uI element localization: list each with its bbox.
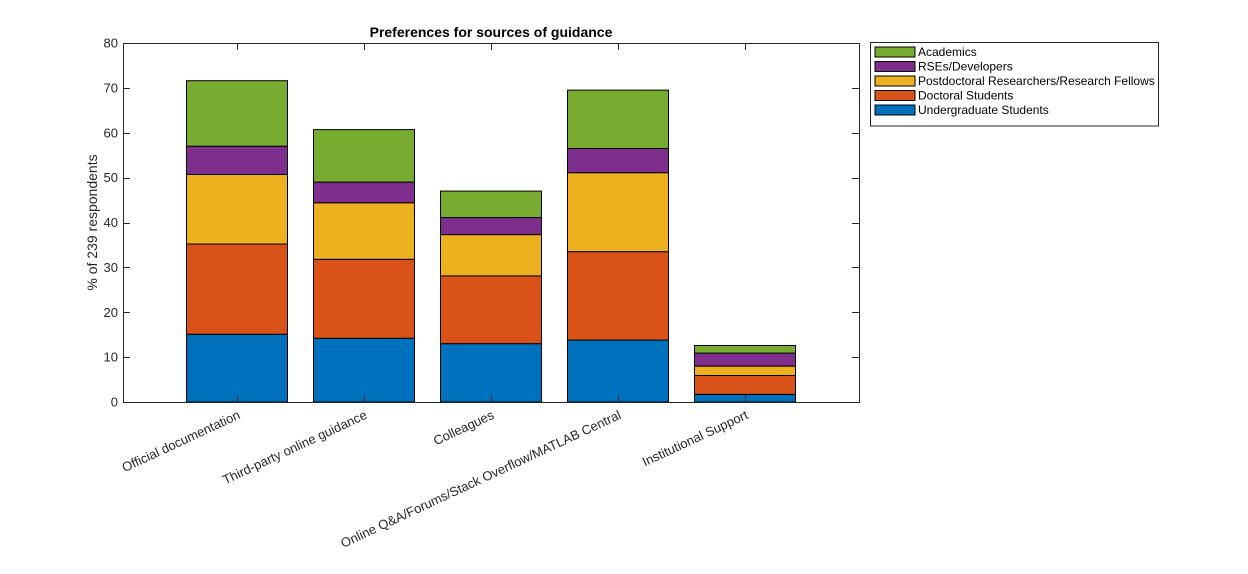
bar-segment: [694, 375, 796, 395]
bar-segment: [186, 243, 288, 335]
bar-segment: [567, 172, 669, 253]
y-tick-label: 80: [104, 36, 118, 51]
bar-segment: [567, 251, 669, 341]
y-tick-label: 0: [111, 395, 118, 410]
legend-label: Postdoctoral Researchers/Research Fellow…: [918, 74, 1155, 88]
y-tick-label: 70: [104, 80, 118, 95]
bar-segment: [186, 145, 288, 175]
legend-swatch: [874, 90, 916, 101]
y-tick-labels: 0 10 20 30 40 50 60 70 80: [104, 36, 118, 410]
legend-label: Doctoral Students: [918, 89, 1013, 103]
bars-layer: [186, 80, 796, 403]
bar-segment: [440, 234, 542, 277]
bar-segment: [313, 337, 415, 403]
bar-segment: [313, 258, 415, 339]
y-tick-label: 60: [104, 125, 118, 140]
legend-label: Academics: [918, 45, 977, 59]
ticks-layer: [123, 43, 859, 403]
legend-label: RSEs/Developers: [918, 60, 1013, 74]
legend-swatch: [874, 46, 916, 58]
bar-segment: [186, 80, 288, 147]
bar-segment: [186, 173, 288, 245]
bar-segment: [313, 202, 415, 260]
bar-segment: [694, 344, 796, 354]
legend-box: [870, 42, 1159, 127]
bar-segment: [694, 352, 796, 367]
bar-segment: [567, 89, 669, 149]
y-axis-label: % of 239 respondents: [84, 154, 100, 290]
bar-segment: [440, 343, 542, 403]
y-tick-label: 20: [104, 305, 118, 320]
chart-title: Preferences for sources of guidance: [370, 24, 613, 40]
y-tick-label: 10: [104, 350, 118, 365]
bar-segment: [186, 333, 288, 403]
bar-segment: [440, 190, 542, 219]
y-tick-label: 40: [104, 215, 118, 230]
y-tick-label: 50: [104, 170, 118, 185]
legend-label: Undergraduate Students: [918, 103, 1049, 117]
bar-segment: [440, 275, 542, 345]
legend-swatch: [874, 104, 916, 116]
bar-segment: [567, 339, 669, 403]
bar-segment: [567, 147, 669, 174]
bar-segment: [313, 181, 415, 204]
legend-swatch: [874, 75, 916, 87]
bar-segment: [694, 365, 796, 377]
legend-swatch: [874, 61, 916, 72]
y-tick-label: 30: [104, 260, 118, 275]
bar-segment: [313, 129, 415, 183]
bar-segment: [440, 217, 542, 236]
